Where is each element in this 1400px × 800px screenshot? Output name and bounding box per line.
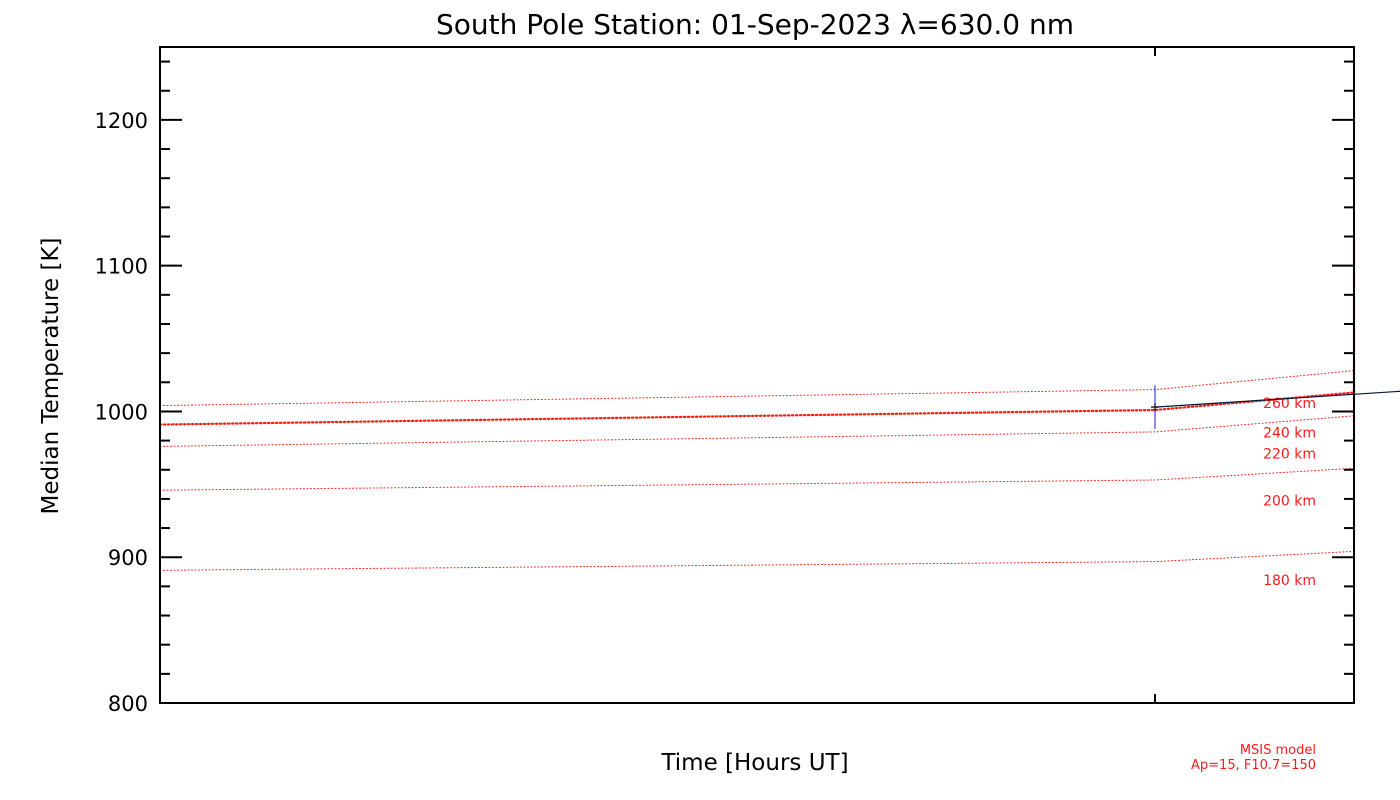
model-curve-label: 240 km — [1263, 426, 1316, 442]
model-curve-label: 180 km — [1263, 573, 1316, 589]
x-axis-label: Time [Hours UT] — [660, 750, 848, 776]
model-note-line-2: Ap=15, F10.7=150 — [1191, 758, 1316, 773]
measured-series — [1151, 390, 1400, 412]
y-tick-label: 900 — [108, 546, 148, 570]
data-point — [1151, 403, 1159, 412]
measured-line — [1154, 390, 1400, 408]
y-tick-label: 1100 — [95, 255, 148, 279]
y-tick-label: 1200 — [95, 109, 148, 133]
plot-frame — [159, 46, 1355, 704]
y-tick-label: 1000 — [95, 400, 148, 424]
model-curve-180km — [159, 466, 1355, 580]
model-curve-label: 220 km — [1263, 447, 1316, 463]
chart-title: South Pole Station: 01-Sep-2023 λ=630.0 … — [436, 8, 1074, 41]
y-tick-label: 800 — [108, 692, 148, 716]
model-curve-220km — [159, 283, 1355, 463]
plot-axes: 0409141900800900100011001200 — [95, 46, 1355, 716]
model-curve-label: 200 km — [1263, 494, 1316, 510]
model-note-line-1: MSIS model — [1240, 743, 1316, 758]
model-curve-260km — [159, 207, 1355, 421]
y-axis-label: Median Temperature [K] — [38, 238, 64, 515]
model-curve-200km — [159, 357, 1355, 506]
model-curve-240km — [158, 238, 1356, 439]
